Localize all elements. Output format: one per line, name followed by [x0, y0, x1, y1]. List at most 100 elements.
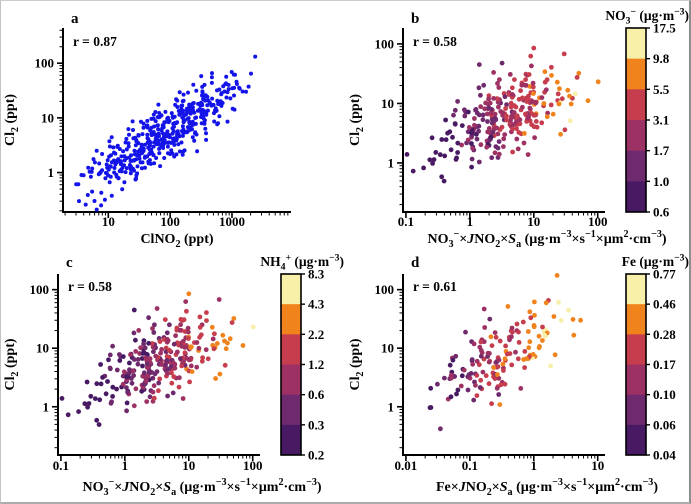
y-tick-label: 1: [43, 399, 50, 414]
scatter-point: [509, 325, 515, 331]
scatter-point: [209, 75, 214, 80]
scatter-point: [441, 178, 447, 184]
scatter-point: [186, 291, 192, 297]
scatter-point: [520, 319, 526, 325]
scatter-point: [76, 182, 81, 187]
scatter-point: [478, 339, 484, 345]
scatter-point: [144, 365, 150, 370]
scatter-point: [250, 324, 256, 330]
scatter-point: [470, 361, 476, 367]
scatter-point: [482, 325, 488, 330]
y-tick-label: 10: [381, 341, 394, 356]
colorbar-tick-label: 0.28: [653, 327, 676, 342]
scatter-point: [489, 107, 494, 112]
scatter-point: [166, 366, 172, 372]
colorbar-tick-label: 0.6: [308, 387, 325, 402]
scatter-point: [567, 118, 573, 124]
scatter-point: [568, 101, 574, 107]
scatter-point: [187, 120, 192, 125]
scatter-point: [477, 385, 483, 390]
scatter-point: [187, 103, 192, 108]
scatter-point: [404, 152, 410, 157]
scatter-point: [151, 153, 156, 158]
scatter-point: [489, 120, 495, 126]
scatter-point: [180, 152, 185, 157]
scatter-point: [240, 343, 246, 348]
scatter-point: [485, 119, 490, 124]
scatter-point: [491, 365, 497, 370]
scatter-point: [131, 307, 137, 313]
y-axis-label: Cl2 (ppt): [348, 338, 366, 390]
scatter-point: [504, 117, 509, 123]
scatter-point: [110, 394, 115, 399]
colorbar-tick-label: 8.3: [308, 267, 325, 282]
scatter-point: [132, 152, 137, 157]
colorbar-band: [626, 58, 646, 90]
scatter-point: [155, 115, 160, 120]
scatter-point: [522, 365, 527, 370]
scatter-point: [540, 324, 545, 330]
colorbar-title: NO3− (µg·m−3): [605, 6, 689, 26]
scatter-point: [142, 345, 148, 351]
scatter-point: [452, 107, 458, 113]
scatter-point: [180, 360, 186, 365]
scatter-point: [186, 90, 190, 95]
scatter-point: [135, 357, 141, 362]
scatter-point: [143, 154, 148, 159]
scatter-point: [230, 86, 235, 91]
colorbar-band: [281, 304, 301, 335]
scatter-point: [162, 120, 167, 125]
scatter-point: [511, 122, 517, 127]
scatter-point: [495, 364, 501, 370]
scatter-point: [454, 391, 459, 397]
scatter-point: [143, 165, 147, 170]
scatter-point: [529, 63, 534, 69]
scatter-point: [86, 165, 91, 170]
colorbar-band: [626, 274, 646, 305]
scatter-point: [149, 116, 154, 121]
axes: 10 100 1000 1 10 100: [35, 28, 291, 229]
scatter-point: [121, 369, 127, 375]
scatter-point: [525, 115, 531, 121]
scatter-points: [404, 45, 601, 184]
scatter-point: [491, 96, 496, 101]
scatter-point: [503, 343, 508, 349]
y-tick-label: 10: [41, 110, 54, 125]
scatter-point: [526, 93, 531, 99]
scatter-point: [561, 51, 567, 57]
scatter-point: [108, 164, 113, 169]
scatter-point: [111, 145, 116, 150]
scatter-point: [172, 114, 177, 119]
scatter-point: [435, 381, 440, 387]
scatter-point: [190, 105, 195, 110]
colorbar-tick-label: 17.5: [653, 21, 676, 36]
scatter-point: [92, 396, 98, 401]
scatter-point: [210, 336, 216, 342]
scatter-point: [530, 352, 536, 357]
scatter-point: [443, 137, 449, 143]
scatter-point: [120, 187, 125, 192]
scatter-point: [244, 89, 248, 94]
scatter-point: [502, 356, 508, 362]
scatter-point: [246, 84, 251, 89]
scatter-point: [188, 345, 194, 351]
y-tick-label: 10: [36, 341, 49, 356]
scatter-point: [99, 190, 104, 195]
scatter-point: [199, 358, 205, 364]
scatter-point: [157, 376, 163, 382]
scatter-point: [150, 389, 156, 395]
scatter-point: [193, 131, 197, 136]
colorbar-tick-label: 0.06: [653, 417, 676, 432]
scatter-point: [429, 135, 435, 141]
scatter-point: [474, 373, 480, 378]
y-tick-label: 100: [35, 56, 55, 71]
scatter-point: [531, 45, 537, 51]
scatter-point: [471, 341, 477, 347]
scatter-point: [565, 87, 571, 93]
scatter-point: [137, 156, 142, 161]
x-tick-label: 1: [531, 458, 538, 473]
scatter-point: [188, 111, 193, 116]
scatter-point: [503, 106, 508, 111]
scatter-point: [107, 139, 112, 144]
scatter-point: [114, 386, 119, 392]
